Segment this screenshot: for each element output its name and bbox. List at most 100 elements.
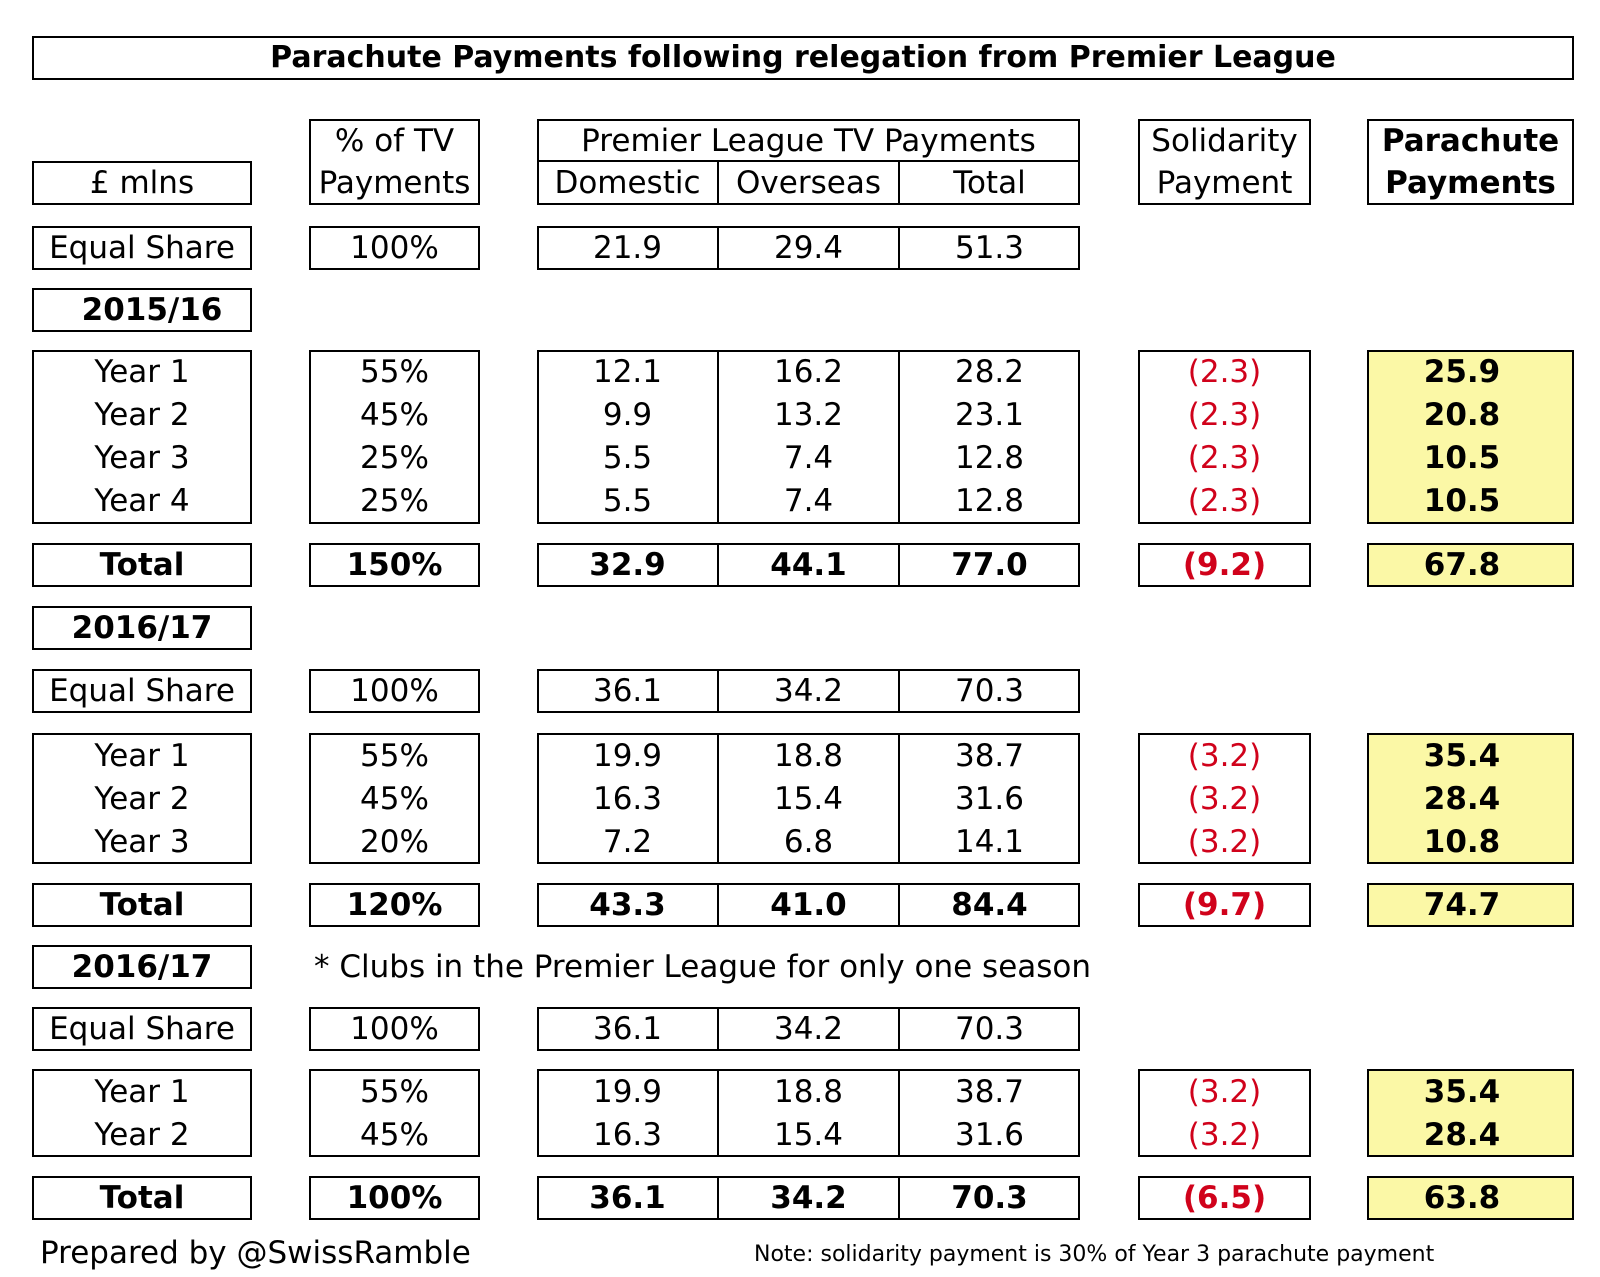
row-parachute: 35.4 <box>1423 1074 1501 1110</box>
row-parachute: 20.8 <box>1423 397 1501 433</box>
row-parachute: 10.5 <box>1423 440 1501 476</box>
row-pct: 20% <box>360 824 429 860</box>
row-pct: 55% <box>360 354 429 390</box>
row-parachute: 35.4 <box>1423 738 1501 774</box>
equal-share-total: 70.3 <box>954 1011 1025 1047</box>
row-domestic: 5.5 <box>602 483 653 519</box>
domestic-header: Domestic <box>554 165 701 201</box>
row-solidarity: (3.2) <box>1187 781 1262 817</box>
row-overseas: 15.4 <box>773 781 844 817</box>
year-values-box <box>537 733 1080 864</box>
divider <box>898 226 900 270</box>
divider <box>717 350 719 524</box>
row-parachute: 10.8 <box>1423 824 1501 860</box>
row-pct: 45% <box>360 397 429 433</box>
pct-header-line2: Payments <box>318 165 471 201</box>
divider <box>717 669 719 713</box>
divider <box>717 543 719 587</box>
row-pct: 45% <box>360 781 429 817</box>
season-label-1516: 2015/16 <box>81 292 223 328</box>
row-domestic: 9.9 <box>602 397 653 433</box>
divider <box>898 883 900 927</box>
equal-share-label: Equal Share <box>49 1011 235 1047</box>
year-pct-box <box>309 1069 480 1157</box>
row-total: 14.1 <box>954 824 1025 860</box>
row-solidarity: (3.2) <box>1187 738 1262 774</box>
divider <box>898 1007 900 1051</box>
parachute-header-line2: Payments <box>1385 165 1556 201</box>
unit-header-box <box>32 161 252 205</box>
divider <box>717 226 719 270</box>
row-overseas: 18.8 <box>773 1074 844 1110</box>
divider <box>898 350 900 524</box>
pl-tv-header-divider-1 <box>717 160 719 205</box>
season-label-1617: 2016/17 <box>71 610 213 646</box>
row-parachute: 28.4 <box>1423 1117 1501 1153</box>
parachute-header-box <box>1367 119 1574 205</box>
equal-share-label: Equal Share <box>49 230 235 266</box>
season-label-box <box>32 288 252 332</box>
row-pct: 25% <box>360 440 429 476</box>
year-labels-box <box>32 350 252 524</box>
title-box <box>32 36 1574 80</box>
row-pct: 45% <box>360 1117 429 1153</box>
total-total: 84.4 <box>951 887 1028 923</box>
total-solidarity-box <box>1138 883 1311 927</box>
equal-share-overseas: 34.2 <box>773 673 844 709</box>
row-overseas: 15.4 <box>773 1117 844 1153</box>
row-solidarity: (3.2) <box>1187 1074 1262 1110</box>
total-parachute-box <box>1367 883 1574 927</box>
divider <box>898 733 900 864</box>
total-values-box <box>537 883 1080 927</box>
equal-share-total: 51.3 <box>954 230 1025 266</box>
pl-tv-header-divider-2 <box>898 160 900 205</box>
row-solidarity: (2.3) <box>1187 483 1262 519</box>
row-overseas: 16.2 <box>773 354 844 390</box>
total-domestic: 36.1 <box>589 1180 666 1216</box>
divider <box>717 733 719 864</box>
year-solidarity-box <box>1138 1069 1311 1157</box>
row-label: Year 2 <box>94 1117 190 1153</box>
total-overseas: 34.2 <box>770 1180 847 1216</box>
equal-share-domestic: 21.9 <box>592 230 663 266</box>
total-solidarity-box <box>1138 543 1311 587</box>
year-labels-box <box>32 733 252 864</box>
divider <box>717 1069 719 1157</box>
row-pct: 25% <box>360 483 429 519</box>
equal-share-label: Equal Share <box>49 673 235 709</box>
row-overseas: 18.8 <box>773 738 844 774</box>
total-solidarity: (9.7) <box>1182 887 1267 923</box>
row-parachute: 25.9 <box>1423 354 1501 390</box>
row-solidarity: (3.2) <box>1187 1117 1262 1153</box>
total-label-box <box>32 1176 252 1220</box>
solidarity-header-box <box>1138 119 1311 205</box>
total-solidarity: (6.5) <box>1182 1180 1267 1216</box>
row-domestic: 16.3 <box>592 781 663 817</box>
row-total: 31.6 <box>954 1117 1025 1153</box>
total-parachute: 67.8 <box>1423 547 1501 583</box>
total-pct: 150% <box>346 547 443 583</box>
year-solidarity-box <box>1138 733 1311 864</box>
row-overseas: 7.4 <box>783 483 834 519</box>
total-label-box <box>32 883 252 927</box>
row-domestic: 19.9 <box>592 738 663 774</box>
page-title: Parachute Payments following relegation … <box>270 40 1336 75</box>
row-solidarity: (3.2) <box>1187 824 1262 860</box>
equal-share-values-box <box>537 226 1080 270</box>
row-solidarity: (2.3) <box>1187 354 1262 390</box>
row-solidarity: (2.3) <box>1187 397 1262 433</box>
row-total: 31.6 <box>954 781 1025 817</box>
row-overseas: 13.2 <box>773 397 844 433</box>
overseas-header: Overseas <box>736 165 881 201</box>
total-parachute-box <box>1367 1176 1574 1220</box>
total-label: Total <box>99 547 185 583</box>
total-pct: 120% <box>346 887 443 923</box>
row-total: 23.1 <box>954 397 1025 433</box>
total-overseas: 41.0 <box>770 887 847 923</box>
equal-share-values-box <box>537 669 1080 713</box>
total-parachute-box <box>1367 543 1574 587</box>
prepared-by: Prepared by @SwissRamble <box>40 1235 471 1271</box>
total-parachute: 74.7 <box>1423 887 1501 923</box>
year-parachute-box <box>1367 733 1574 864</box>
pl-tv-header: Premier League TV Payments <box>581 123 1036 159</box>
